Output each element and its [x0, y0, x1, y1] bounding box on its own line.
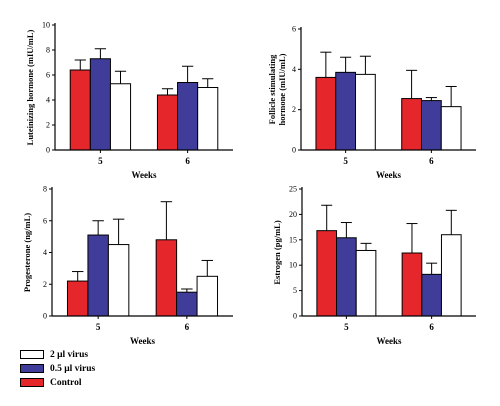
bar-control-week-6: [401, 252, 423, 317]
y-axis-label: Estrogen (pg/mL): [272, 220, 282, 284]
bar-2ul-virus-week-6: [440, 106, 462, 151]
y-tick-label: 0: [292, 146, 296, 155]
y-axis-label: Progesterone (ng/mL): [22, 213, 32, 292]
y-tick-label: 4: [292, 65, 296, 74]
y-tick-label: 6: [46, 71, 50, 80]
x-tick-label-week-6: 6: [429, 322, 434, 332]
y-tick-label: 0: [293, 312, 297, 321]
bar-2ul-virus-week-5: [107, 244, 130, 317]
chart-panel-4: 0 5 10 15 20 25 5 6 Weeks Estrogen (pg/mL): [272, 185, 476, 346]
y-tick-label: 0: [46, 146, 50, 155]
bar-05ul-virus-week-6: [177, 82, 199, 151]
x-tick-label-week-5: 5: [344, 322, 349, 332]
bar-control-week-5: [66, 280, 89, 317]
x-axis-label: Weeks: [130, 336, 155, 346]
y-tick-label: 6: [43, 216, 47, 225]
bar-05ul-virus-week-6: [420, 100, 442, 151]
y-tick-label: 2: [46, 121, 50, 130]
bar-05ul-virus-week-5: [87, 234, 109, 317]
legend: 2 μl virus 0.5 μl virus Control: [20, 348, 95, 390]
bar-05ul-virus-week-5: [336, 237, 357, 317]
x-axis-label: Weeks: [376, 170, 401, 180]
y-tick-label: 5: [293, 286, 297, 295]
legend-item-2ul-virus: 2 μl virus: [20, 348, 95, 361]
x-tick-label-week-6: 6: [429, 156, 434, 166]
legend-swatch-05ul-virus: [20, 364, 44, 373]
chart-panel-1: 0 2 4 6 8 10 5 6 Weeks Luteinizing hormone (mIU/m…: [25, 21, 233, 180]
bar-control-week-6: [401, 98, 422, 151]
bar-05ul-virus-week-5: [89, 58, 111, 151]
y-tick-label: 0: [43, 312, 47, 321]
legend-swatch-2ul-virus: [20, 350, 44, 359]
y-axis-label: Follicle stimulatinghormone (mIU/mL): [267, 53, 287, 125]
y-axis-label: Luteinizing hormone (mIU/mL): [25, 29, 35, 145]
legend-label-2ul-virus: 2 μl virus: [50, 349, 89, 360]
y-tick-label: 2: [292, 105, 296, 114]
legend-swatch-control: [20, 378, 44, 387]
y-tick-label: 25: [289, 185, 297, 194]
bar-control-week-5: [69, 69, 91, 151]
y-tick-label: 15: [289, 235, 297, 244]
legend-item-control: Control: [20, 376, 95, 389]
bar-05ul-virus-week-5: [335, 71, 357, 151]
bar-2ul-virus-week-5: [355, 73, 376, 151]
y-tick-label: 4: [46, 96, 50, 105]
y-tick-label: 10: [289, 261, 297, 270]
bar-control-week-5: [316, 230, 338, 317]
y-tick-label: 4: [43, 248, 47, 257]
x-tick-label-week-5: 5: [96, 322, 101, 332]
bar-2ul-virus-week-5: [355, 249, 377, 317]
x-tick-label-week-6: 6: [185, 322, 190, 332]
legend-label-05ul-virus: 0.5 μl virus: [50, 363, 96, 374]
x-axis-label: Weeks: [131, 170, 156, 180]
y-tick-label: 8: [46, 46, 50, 55]
x-tick-label-week-5: 5: [343, 156, 348, 166]
legend-item-05ul-virus: 0.5 μl virus: [20, 362, 95, 375]
bar-2ul-virus-week-5: [109, 83, 132, 151]
bar-2ul-virus-week-6: [197, 87, 219, 151]
y-tick-label: 20: [289, 210, 297, 219]
y-tick-label: 10: [42, 21, 50, 30]
bar-2ul-virus-week-6: [196, 275, 219, 317]
y-tick-label: 6: [292, 25, 296, 34]
chart-panel-3: 0 2 4 6 8 5 6 Weeks Progesterone (ng/mL): [22, 185, 233, 346]
bar-05ul-virus-week-6: [176, 291, 198, 317]
x-tick-label-week-5: 5: [98, 156, 103, 166]
y-tick-label: 2: [43, 280, 47, 289]
bar-05ul-virus-week-6: [421, 273, 442, 317]
bar-control-week-6: [156, 94, 179, 151]
x-tick-label-week-6: 6: [185, 156, 190, 166]
bar-2ul-virus-week-6: [440, 234, 462, 317]
chart-panel-2: 0 2 4 6 5 6 Weeks Follicle stimulatinghormone (…: [267, 25, 476, 180]
legend-label-control: Control: [50, 377, 82, 388]
y-tick-label: 8: [43, 185, 47, 194]
x-axis-label: Weeks: [376, 336, 401, 346]
bar-control-week-5: [315, 76, 337, 151]
bar-control-week-6: [155, 239, 178, 317]
